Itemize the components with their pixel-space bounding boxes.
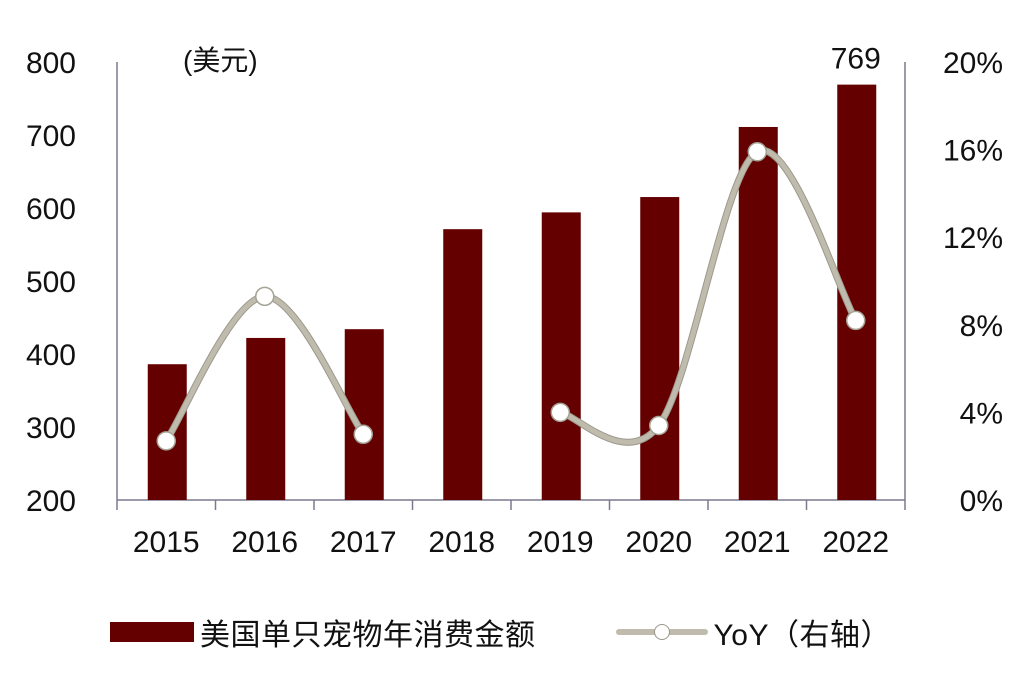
- left-axis-tick-label: 300: [26, 412, 76, 445]
- yoy-marker-2021: [747, 142, 767, 162]
- legend: 美国单只宠物年消费金额 YoY（右轴）: [110, 610, 891, 654]
- right-axis-tick-label: 8%: [960, 310, 1003, 343]
- right-axis-tick-label: 12%: [943, 222, 1003, 255]
- yoy-line-series: [156, 142, 866, 451]
- yoy-marker-2017: [353, 424, 373, 445]
- yoy-marker-2019: [550, 402, 570, 423]
- data-label-2022: 769: [831, 43, 881, 76]
- left-axis-tick-label: 700: [26, 120, 76, 153]
- legend-label-line: YoY（右轴）: [713, 619, 891, 652]
- yoy-line-shadow: [556, 147, 860, 446]
- bar-2020: [640, 197, 680, 501]
- x-axis-tick-label: 2020: [625, 526, 692, 559]
- bar-swatch-icon: [110, 622, 194, 642]
- bar-2016: [246, 337, 286, 500]
- right-axis-tick-label: 0%: [960, 485, 1003, 518]
- left-axis-tick-label: 400: [26, 339, 76, 372]
- x-axis-tick-label: 2018: [428, 526, 495, 559]
- yoy-line: [557, 148, 859, 445]
- unit-label: (美元): [183, 45, 258, 76]
- yoy-marker-2022: [846, 310, 866, 331]
- legend-item-line: YoY（右轴）: [615, 610, 891, 654]
- bar-2018: [443, 229, 483, 501]
- yoy-marker-2015: [156, 431, 176, 451]
- right-axis-tick-label: 16%: [943, 135, 1003, 168]
- left-axis-tick-label: 600: [26, 193, 76, 226]
- x-axis-tick-label: 2021: [724, 526, 791, 559]
- right-axis-tick-label: 20%: [943, 47, 1003, 80]
- axes: [116, 62, 906, 510]
- bar-2019: [541, 212, 581, 500]
- yoy-marker-2020: [649, 415, 669, 436]
- left-axis-tick-label: 800: [26, 47, 76, 80]
- x-axis-tick-label: 2019: [527, 526, 594, 559]
- axis-labels: 800 700 600 500 400 300 200 20% 16% 12% 8% 4% 0% (美元)…: [26, 43, 1003, 559]
- bar-2021: [738, 126, 778, 500]
- line-marker-swatch-icon: [615, 622, 708, 642]
- x-axis-tick-label: 2015: [133, 526, 200, 559]
- right-axis-tick-label: 4%: [960, 397, 1003, 430]
- left-axis-tick-label: 500: [26, 266, 76, 299]
- x-axis-tick-label: 2017: [330, 526, 397, 559]
- legend-item-bar: 美国单只宠物年消费金额: [110, 610, 536, 654]
- x-axis-tick-label: 2022: [822, 526, 889, 559]
- x-axis-tick-label: 2016: [231, 526, 298, 559]
- left-axis-tick-label: 200: [26, 485, 76, 518]
- bar-series: [147, 84, 877, 501]
- legend-label-bar: 美国单只宠物年消费金额: [200, 619, 536, 652]
- yoy-marker-2016: [255, 286, 275, 307]
